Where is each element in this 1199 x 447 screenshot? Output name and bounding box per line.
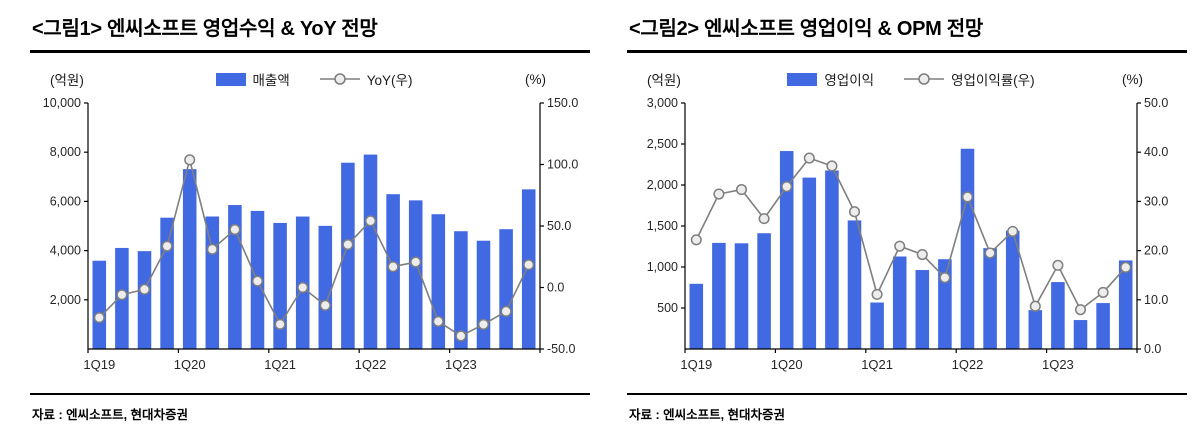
svg-text:1Q21: 1Q21 [861,357,893,372]
line-marker-swatch-icon [319,73,360,85]
figure1-panel: <그림1> 엔씨소프트 영업수익 & YoY 전망 (억원) 매출액 YoY(우… [30,10,590,423]
figure2-legend: 영업이익 영업이익률(우) [747,69,1075,89]
svg-text:3,000: 3,000 [647,96,678,110]
legend-line-label: 영업이익률(우) [951,73,1035,88]
svg-text:150.0: 150.0 [547,96,578,110]
svg-text:100.0: 100.0 [547,158,578,172]
svg-text:1Q23: 1Q23 [1042,357,1074,372]
svg-text:1Q23: 1Q23 [445,357,477,372]
svg-text:1Q19: 1Q19 [83,357,115,372]
legend-bar-label: 매출액 [252,73,290,88]
svg-text:-50.0: -50.0 [547,342,576,356]
svg-text:10.0: 10.0 [1144,293,1168,307]
svg-text:1Q20: 1Q20 [174,357,206,372]
svg-text:10,000: 10,000 [43,96,81,110]
footer-rule [30,393,590,395]
right-axis-unit: (%) [525,71,546,87]
legend-item-line: 영업이익률(우) [904,69,1035,89]
svg-text:500: 500 [657,301,678,315]
svg-text:1Q22: 1Q22 [952,357,984,372]
svg-text:1Q22: 1Q22 [355,357,387,372]
svg-text:1Q21: 1Q21 [264,357,296,372]
figure1-legend-row: (억원) 매출액 YoY(우) (%) [30,69,590,89]
bar-swatch-icon [787,72,818,86]
legend-item-bar: 매출액 [215,69,290,89]
svg-text:2,000: 2,000 [647,178,678,192]
right-axis-unit: (%) [1122,71,1143,87]
svg-text:1Q19: 1Q19 [680,357,712,372]
figure1-legend: 매출액 YoY(우) [150,69,478,89]
svg-text:40.0: 40.0 [1144,145,1168,159]
figure2-panel: <그림2> 엔씨소프트 영업이익 & OPM 전망 (억원) 영업이익 영업이익… [627,10,1187,423]
figure1-source: 자료 : 엔씨소프트, 현대차증권 [32,408,189,422]
revenue-yoy-chart: 10,000 8,000 6,000 4,000 2,000 150.0 100.0 50.0… [43,96,579,372]
line-marker-swatch-icon [904,73,945,85]
legend-line-label: YoY(우) [366,73,413,88]
figure1-title: <그림1> 엔씨소프트 영업수익 & YoY 전망 [32,18,378,40]
svg-text:0.0: 0.0 [547,281,564,295]
svg-text:1,500: 1,500 [647,219,678,233]
legend-item-bar: 영업이익 [787,69,874,89]
legend-bar-label: 영업이익 [824,73,875,88]
svg-text:2,500: 2,500 [647,137,678,151]
left-axis-unit: (억원) [647,73,681,88]
profit-opm-chart: 3,000 2,500 2,000 1,500 1,000 500 50.0 40.0 30.0… [647,96,1169,372]
svg-text:4,000: 4,000 [50,244,81,258]
svg-text:6,000: 6,000 [50,194,81,208]
svg-text:0.0: 0.0 [1144,342,1161,356]
svg-text:1Q20: 1Q20 [771,357,803,372]
figure2-source: 자료 : 엔씨소프트, 현대차증권 [629,408,786,422]
bar-swatch-icon [215,72,246,86]
svg-text:1,000: 1,000 [647,260,678,274]
svg-text:30.0: 30.0 [1144,194,1168,208]
figure2-title: <그림2> 엔씨소프트 영업이익 & OPM 전망 [629,18,983,40]
svg-text:20.0: 20.0 [1144,244,1168,258]
report-charts-page: <그림1> 엔씨소프트 영업수익 & YoY 전망 (억원) 매출액 YoY(우… [30,10,1187,423]
legend-item-line: YoY(우) [319,69,413,89]
svg-text:50.0: 50.0 [547,219,571,233]
svg-text:8,000: 8,000 [50,145,81,159]
title-rule [30,50,590,53]
svg-text:2,000: 2,000 [50,293,81,307]
left-axis-unit: (억원) [50,73,84,88]
title-rule [627,50,1187,53]
footer-rule [627,393,1187,395]
svg-text:50.0: 50.0 [1144,96,1168,110]
figure2-legend-row: (억원) 영업이익 영업이익률(우) (%) [627,69,1187,89]
